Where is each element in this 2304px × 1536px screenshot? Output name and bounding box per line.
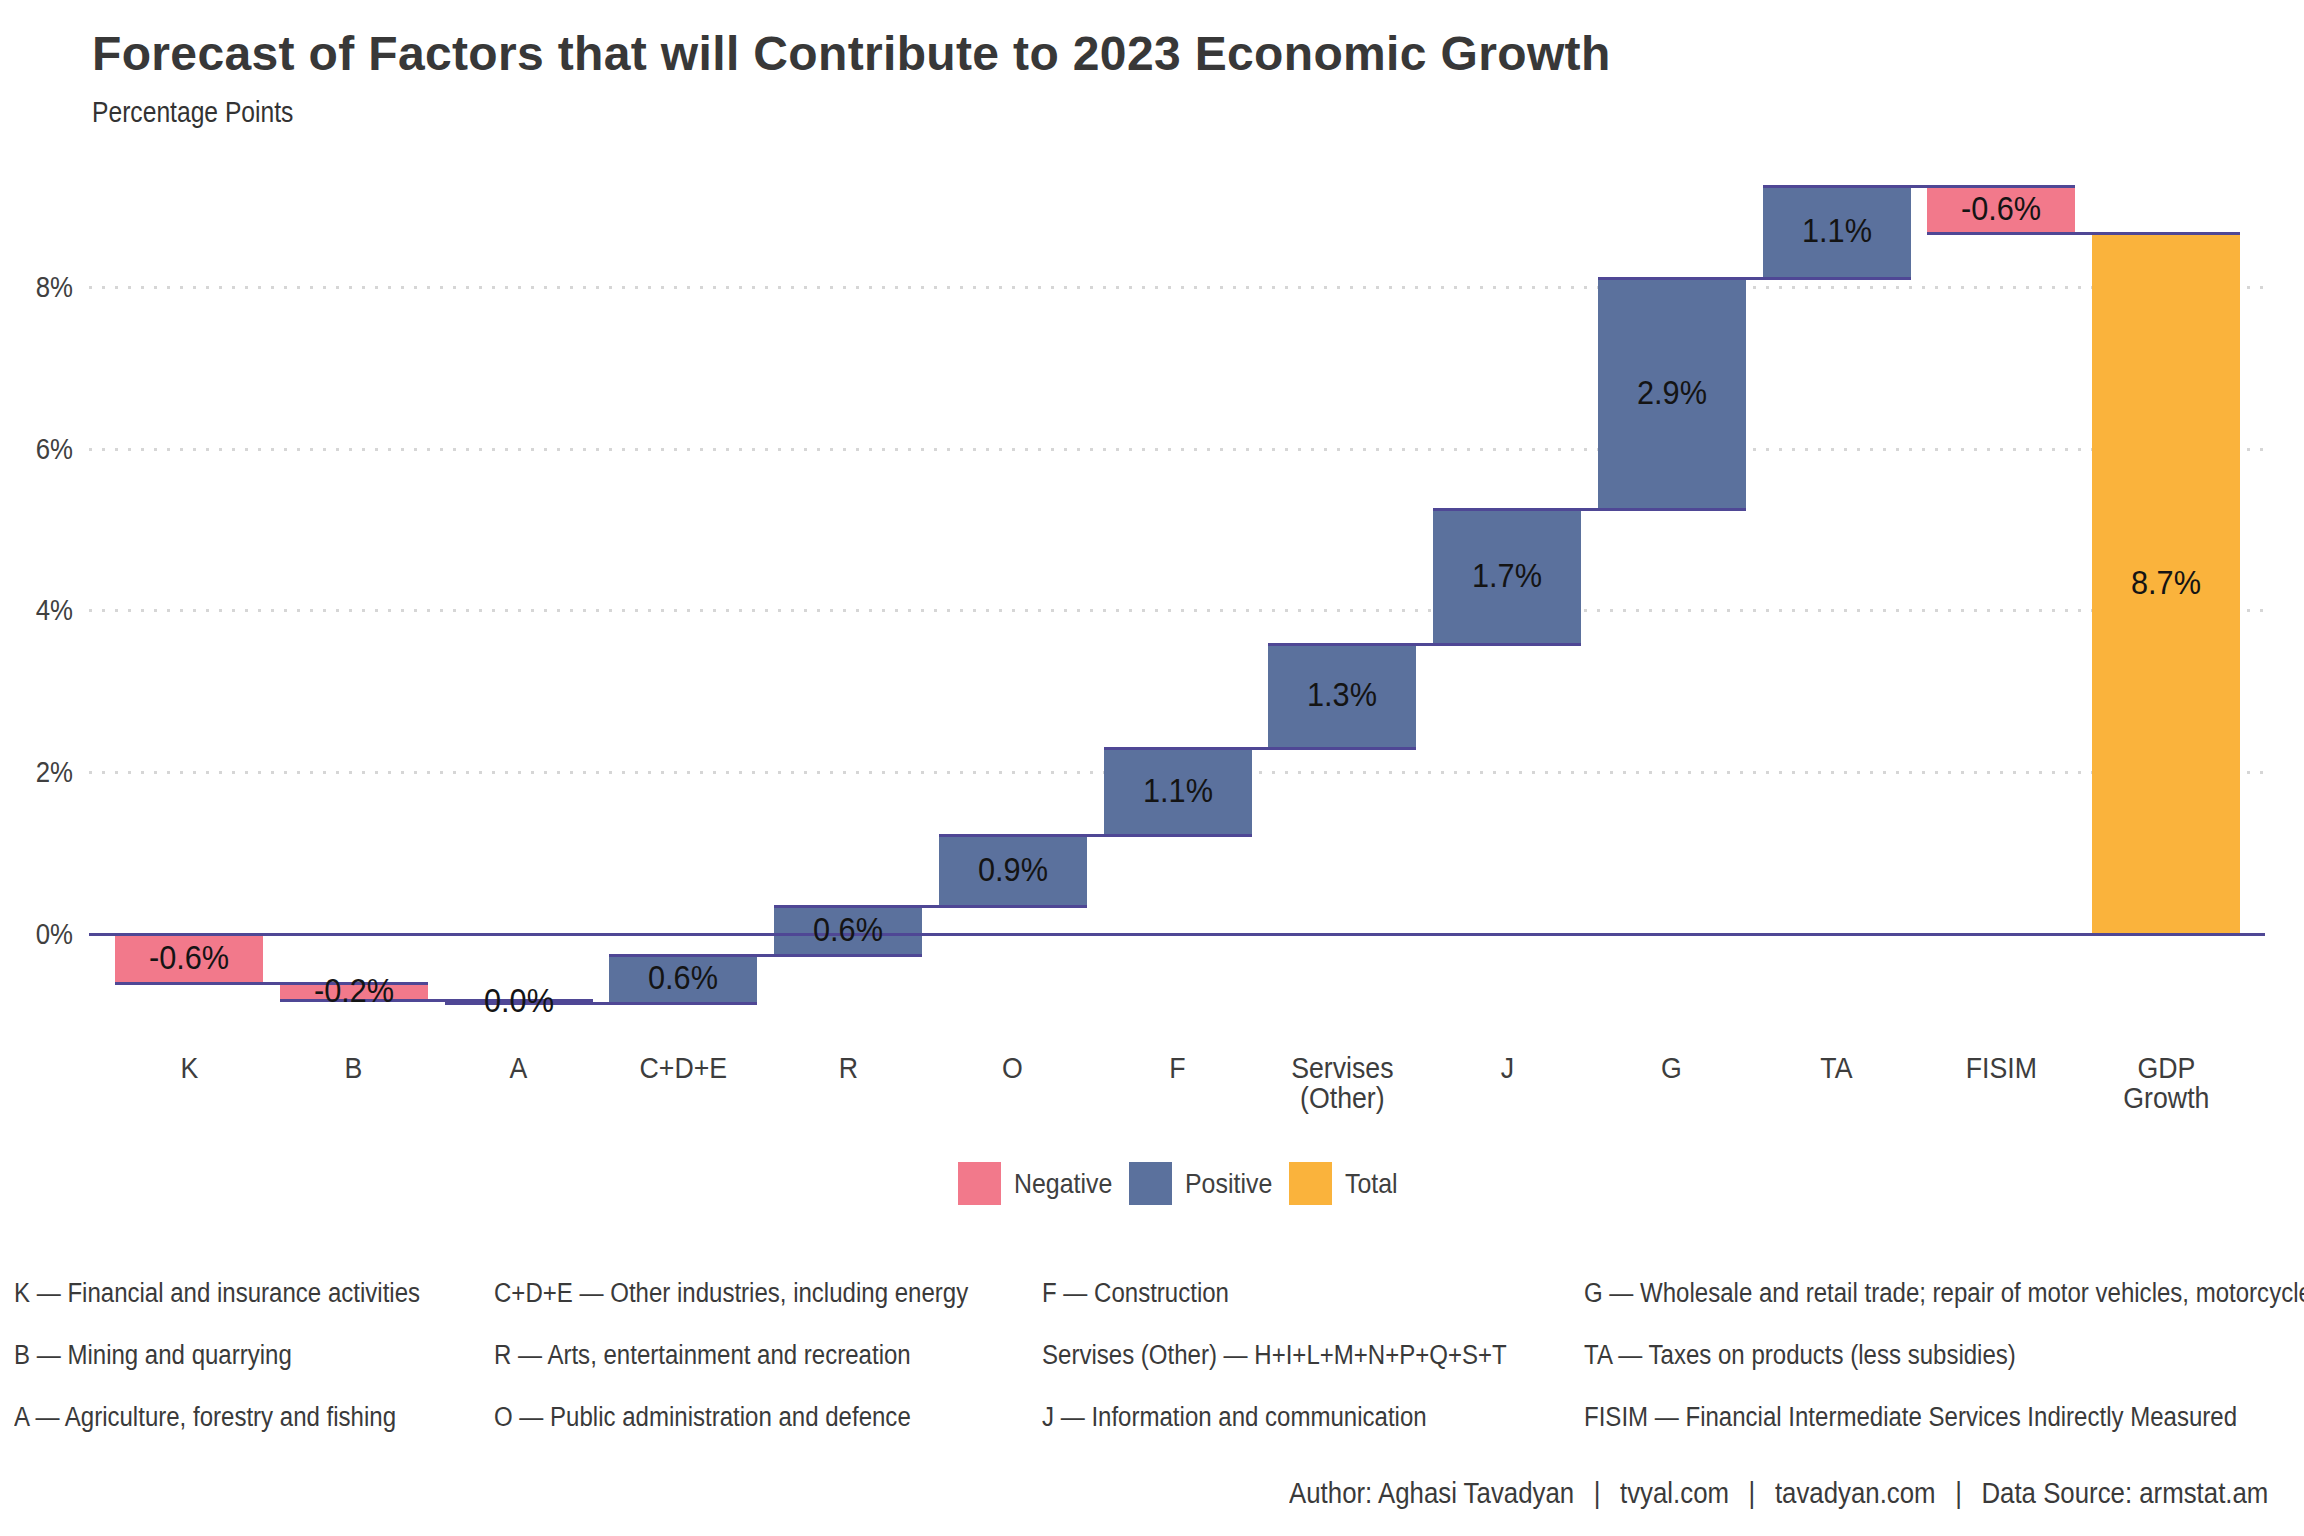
connector-line [922,905,939,908]
bar-value-label: -0.2% [285,975,423,1007]
x-tick-label: GDP Growth [2093,1053,2240,1113]
bar-end-line [1598,277,1746,280]
x-tick-label: FISIM [1928,1053,2075,1083]
gridline-4pct [89,609,2265,612]
bar-value-label: -0.6% [120,942,258,974]
footnote-item: F — Construction [1042,1278,1229,1309]
connector-line [1087,834,1104,837]
footer-site-tavadyan: tavadyan.com [1775,1477,1936,1509]
connector-line [1252,747,1269,750]
bar-start-line [939,905,1087,908]
x-tick-label: F [1104,1053,1251,1083]
legend-label: Positive [1185,1168,1272,1200]
x-tick-label: K [116,1053,263,1083]
connector-line [1416,643,1433,646]
connector-line [757,954,774,957]
legend-label: Negative [1014,1168,1112,1200]
footnote-item: Servises (Other) — H+I+L+M+N+P+Q+S+T [1042,1340,1507,1371]
connector-line [2075,232,2092,235]
x-tick-label: Servises (Other) [1269,1053,1416,1113]
footer-site-tvyal: tvyal.com [1620,1477,1729,1509]
bar-end-line [1927,232,2075,235]
footnote-item: G — Wholesale and retail trade; repair o… [1584,1278,2304,1309]
x-tick-label: A [445,1053,592,1083]
bar-value-label: 8.7% [2097,567,2235,599]
bar-end-line [1268,643,1416,646]
connector-line [1746,277,1763,280]
footnote-item: FISIM — Financial Intermediate Services … [1584,1402,2237,1433]
bar-value-label: -0.6% [1932,193,2070,225]
connector-line [263,982,280,985]
footer-separator: | [1593,1477,1600,1509]
gridline-6pct [89,448,2265,451]
footer-separator: | [1748,1477,1755,1509]
bar-value-label: 1.1% [1109,775,1247,807]
y-tick-label: 0% [8,918,73,950]
bar-end-line [939,834,1087,837]
legend-label: Total [1345,1168,1398,1200]
y-tick-label: 2% [8,756,73,788]
footer: Author: Aghasi Tavadyan | tvyal.com | tavady… [1289,1477,2268,1510]
page: Forecast of Factors that will Contribute… [0,0,2304,1536]
bar-start-line [1763,277,1911,280]
bar-start-line [1104,834,1252,837]
footnote-item: TA — Taxes on products (less subsidies) [1584,1340,2016,1371]
legend-swatch-positive [1129,1162,1172,1205]
bar-value-label: 1.3% [1273,679,1411,711]
connector-line [1581,508,1598,511]
connector-line [428,999,445,1002]
x-tick-label: G [1598,1053,1745,1083]
x-tick-label: B [280,1053,427,1083]
footnote-item: K — Financial and insurance activities [14,1278,420,1309]
y-tick-label: 8% [8,271,73,303]
x-tick-label: C+D+E [610,1053,757,1083]
bar-value-label: 0.6% [779,914,917,946]
footnote-item: J — Information and communication [1042,1402,1427,1433]
y-tick-label: 4% [8,594,73,626]
legend-item-positive: Positive [1129,1162,1283,1205]
bar-value-label: 0.9% [944,854,1082,886]
bar-value-label: 0.0% [450,985,588,1017]
bar-end-line [115,982,263,985]
x-tick-label: R [775,1053,922,1083]
bar-start-line [1433,643,1581,646]
x-tick-label: O [939,1053,1086,1083]
bar-start-line [1598,508,1746,511]
legend-swatch-negative [958,1162,1001,1205]
footer-separator: | [1955,1477,1962,1509]
bar-value-label: 2.9% [1603,377,1741,409]
footer-source: Data Source: armstat.am [1981,1477,2268,1509]
bar-value-label: 1.1% [1768,215,1906,247]
footnote-item: O — Public administration and defence [494,1402,911,1433]
legend-item-total: Total [1289,1162,1404,1205]
bar-end-line [609,954,757,957]
x-tick-label: TA [1763,1053,1910,1083]
bar-end-line [2092,232,2240,235]
bar-end-line [1104,747,1252,750]
footer-author: Author: Aghasi Tavadyan [1289,1477,1574,1509]
legend-item-negative: Negative [958,1162,1125,1205]
bar-value-label: 0.6% [614,962,752,994]
gridline-8pct [89,286,2265,289]
bar-end-line [1433,508,1581,511]
zero-line [89,933,2265,936]
y-tick-label: 6% [8,433,73,465]
bar-start-line [1268,747,1416,750]
bar-start-line [609,1002,757,1005]
bar-end-line [1763,185,1911,188]
legend-swatch-total [1289,1162,1332,1205]
connector-line [1911,185,1928,188]
footnote-item: B — Mining and quarrying [14,1340,292,1371]
bar-start-line [774,954,922,957]
bar-end-line [774,905,922,908]
x-tick-label: J [1434,1053,1581,1083]
connector-line [593,1002,610,1005]
footnote-item: A — Agriculture, forestry and fishing [14,1402,396,1433]
bar-value-label: 1.7% [1438,560,1576,592]
footnote-item: R — Arts, entertainment and recreation [494,1340,911,1371]
footnote-item: C+D+E — Other industries, including ener… [494,1278,968,1309]
bar-start-line [1927,185,2075,188]
